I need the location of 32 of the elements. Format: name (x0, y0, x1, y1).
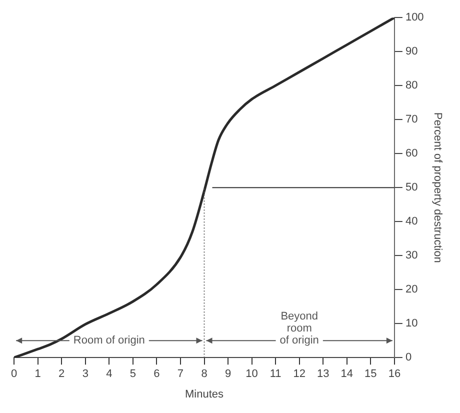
x-axis-title: Minutes (184, 388, 224, 400)
x-tick-label: 4 (106, 368, 112, 380)
y-tick-label: 70 (405, 114, 418, 126)
x-tick-label: 12 (293, 368, 306, 380)
x-tick-label: 1 (34, 368, 41, 380)
x-tick-label: 15 (364, 368, 377, 380)
y-axis-title: Percent of property destruction (431, 112, 444, 263)
y-tick-label: 50 (405, 182, 418, 194)
y-tick-label: 40 (405, 216, 418, 228)
y-tick-label: 20 (405, 284, 418, 296)
x-tick-label: 9 (224, 368, 232, 380)
x-tick-label: 10 (246, 368, 258, 380)
y-tick-label: 60 (405, 148, 418, 160)
y-tick-label: 100 (405, 12, 424, 24)
x-tick-label: 5 (130, 368, 136, 380)
y-tick-label: 10 (405, 318, 418, 330)
annotation: Beyond room of origin (280, 310, 319, 347)
x-tick-label: 2 (58, 368, 65, 380)
x-tick-label: 8 (201, 368, 208, 380)
y-tick-label: 80 (405, 80, 418, 92)
y-tick-label: 90 (405, 46, 418, 58)
x-tick-label: 0 (10, 368, 18, 380)
x-tick-label: 3 (82, 368, 88, 380)
y-tick-label: 0 (405, 352, 412, 364)
y-tick-label: 30 (405, 250, 418, 262)
x-tick-label: 7 (177, 368, 184, 380)
x-tick-label: 16 (388, 368, 401, 380)
x-tick-label: 11 (270, 368, 282, 380)
annotation: Room of origin (73, 334, 145, 347)
x-tick-label: 13 (317, 368, 330, 380)
x-tick-label: 14 (340, 368, 354, 380)
x-tick-label: 6 (154, 368, 160, 380)
